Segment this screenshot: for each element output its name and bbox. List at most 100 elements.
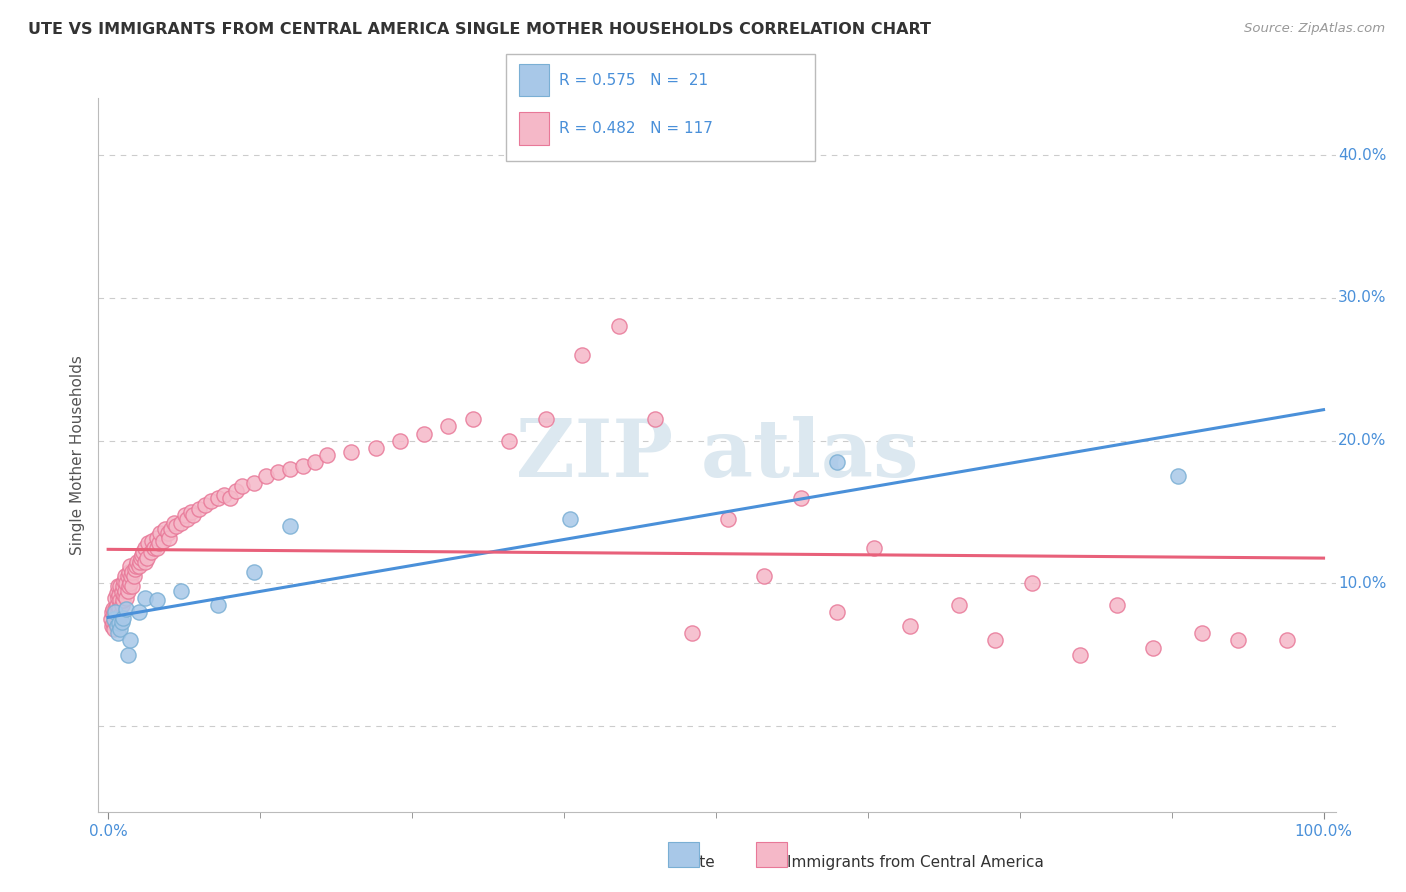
- Point: [898, 619, 921, 633]
- Point: [136, 536, 159, 550]
- Point: [388, 434, 411, 448]
- Point: [1105, 598, 1128, 612]
- Point: [1227, 633, 1250, 648]
- Point: [107, 605, 129, 619]
- Point: [132, 545, 155, 559]
- Point: [170, 516, 193, 531]
- Point: [110, 579, 132, 593]
- Point: [316, 448, 339, 462]
- Point: [136, 550, 159, 565]
- Point: [125, 559, 148, 574]
- Point: [254, 469, 277, 483]
- Point: [437, 419, 460, 434]
- Text: ZIP atlas: ZIP atlas: [516, 416, 918, 494]
- Y-axis label: Single Mother Households: Single Mother Households: [70, 355, 86, 555]
- Point: [104, 591, 127, 605]
- Point: [134, 541, 156, 555]
- Point: [948, 598, 970, 612]
- Point: [115, 576, 138, 591]
- Point: [364, 441, 387, 455]
- Point: [105, 619, 128, 633]
- Point: [112, 574, 135, 588]
- Point: [304, 455, 326, 469]
- Point: [498, 434, 520, 448]
- Point: [122, 569, 145, 583]
- Point: [681, 626, 703, 640]
- Point: [1167, 469, 1189, 483]
- Text: R = 0.575   N =  21: R = 0.575 N = 21: [558, 73, 707, 87]
- Point: [101, 605, 124, 619]
- Point: [121, 565, 143, 579]
- Point: [117, 583, 139, 598]
- Text: Source: ZipAtlas.com: Source: ZipAtlas.com: [1244, 22, 1385, 36]
- Point: [827, 455, 849, 469]
- Point: [1191, 626, 1213, 640]
- Point: [534, 412, 557, 426]
- Point: [104, 605, 127, 619]
- Point: [155, 522, 177, 536]
- Point: [176, 512, 198, 526]
- Point: [188, 502, 211, 516]
- Point: [118, 579, 141, 593]
- Point: [124, 562, 146, 576]
- Point: [212, 488, 235, 502]
- Point: [115, 602, 138, 616]
- Point: [413, 426, 436, 441]
- Point: [754, 569, 776, 583]
- Text: R = 0.482   N = 117: R = 0.482 N = 117: [558, 121, 713, 136]
- Point: [1275, 633, 1298, 648]
- Point: [173, 508, 195, 522]
- Point: [103, 622, 125, 636]
- Point: [120, 569, 142, 583]
- Point: [118, 633, 141, 648]
- Point: [149, 526, 172, 541]
- Point: [118, 576, 141, 591]
- Point: [181, 508, 204, 522]
- Point: [128, 555, 150, 569]
- Point: [156, 526, 179, 541]
- Point: [118, 559, 141, 574]
- Point: [207, 598, 229, 612]
- Point: [280, 519, 302, 533]
- Text: Ute: Ute: [689, 855, 716, 870]
- FancyBboxPatch shape: [519, 112, 550, 145]
- Point: [111, 610, 134, 624]
- Point: [111, 579, 134, 593]
- Point: [101, 616, 124, 631]
- Text: UTE VS IMMIGRANTS FROM CENTRAL AMERICA SINGLE MOTHER HOUSEHOLDS CORRELATION CHAR: UTE VS IMMIGRANTS FROM CENTRAL AMERICA S…: [28, 22, 931, 37]
- Point: [340, 445, 363, 459]
- Point: [717, 512, 740, 526]
- Point: [114, 569, 136, 583]
- Point: [267, 465, 290, 479]
- Point: [110, 607, 132, 622]
- Point: [644, 412, 666, 426]
- Point: [103, 607, 125, 622]
- Text: 30.0%: 30.0%: [1339, 291, 1386, 305]
- Point: [157, 531, 180, 545]
- Point: [110, 615, 132, 629]
- Point: [863, 541, 886, 555]
- Point: [107, 591, 129, 605]
- Text: 10.0%: 10.0%: [1339, 576, 1386, 591]
- Point: [160, 522, 183, 536]
- Point: [110, 593, 132, 607]
- Point: [128, 605, 150, 619]
- FancyBboxPatch shape: [506, 54, 815, 161]
- Text: 40.0%: 40.0%: [1339, 148, 1386, 162]
- Point: [280, 462, 302, 476]
- Point: [129, 550, 152, 565]
- Point: [225, 483, 247, 498]
- Point: [1069, 648, 1091, 662]
- Point: [115, 591, 138, 605]
- Text: 20.0%: 20.0%: [1339, 434, 1386, 448]
- Point: [141, 533, 163, 548]
- Point: [200, 493, 222, 508]
- Point: [117, 648, 139, 662]
- Point: [108, 600, 131, 615]
- Point: [134, 591, 156, 605]
- Point: [558, 512, 581, 526]
- Point: [170, 583, 193, 598]
- Point: [128, 559, 150, 574]
- Point: [101, 619, 124, 633]
- Point: [1142, 640, 1164, 655]
